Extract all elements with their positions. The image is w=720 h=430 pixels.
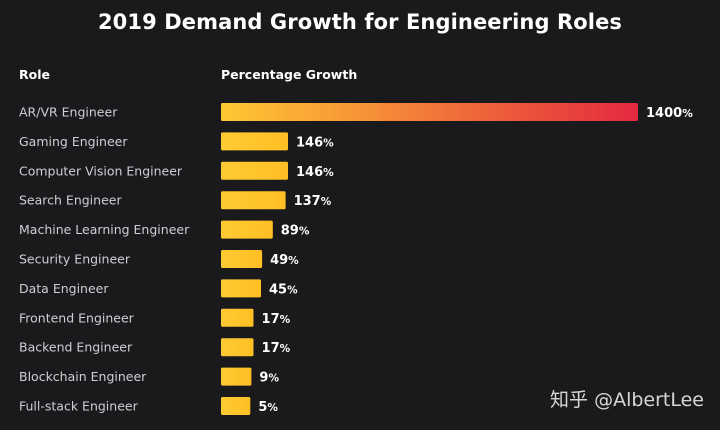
- bar: [221, 397, 251, 415]
- role-column-header: Role: [19, 67, 50, 82]
- role-label: AR/VR Engineer: [19, 105, 118, 120]
- role-label: Data Engineer: [19, 281, 109, 296]
- role-label: Security Engineer: [19, 252, 131, 267]
- bar: [221, 191, 286, 210]
- role-label: Blockchain Engineer: [19, 369, 147, 384]
- value-label: 89%: [281, 224, 310, 239]
- value-label: 5%: [258, 400, 278, 415]
- watermark: 知乎 @AlbertLee: [550, 389, 704, 411]
- chart-title: 2019 Demand Growth for Engineering Roles: [97, 10, 623, 34]
- value-label: 17%: [262, 312, 291, 327]
- bar: [221, 308, 254, 327]
- value-label: 45%: [269, 282, 298, 297]
- bar: [221, 103, 638, 121]
- bar: [221, 279, 261, 298]
- role-label: Computer Vision Engineer: [19, 163, 183, 178]
- value-label: 1400%: [646, 106, 693, 121]
- value-label: 17%: [262, 341, 291, 356]
- value-label: 146%: [296, 135, 334, 150]
- value-label: 9%: [259, 371, 279, 386]
- value-label: 146%: [296, 165, 334, 180]
- role-label: Frontend Engineer: [19, 310, 135, 325]
- role-label: Backend Engineer: [19, 340, 133, 355]
- bar: [221, 220, 273, 239]
- bar: [221, 250, 263, 268]
- value-label: 49%: [270, 253, 299, 268]
- bar: [221, 338, 254, 357]
- bar: [221, 367, 252, 386]
- role-label: Full-stack Engineer: [19, 399, 139, 414]
- growth-column-header: Percentage Growth: [221, 67, 358, 82]
- role-label: Search Engineer: [19, 193, 122, 208]
- value-label: 137%: [294, 194, 332, 209]
- bar: [221, 132, 288, 151]
- role-label: Machine Learning Engineer: [19, 222, 190, 237]
- role-label: Gaming Engineer: [19, 134, 128, 149]
- bar: [221, 161, 288, 180]
